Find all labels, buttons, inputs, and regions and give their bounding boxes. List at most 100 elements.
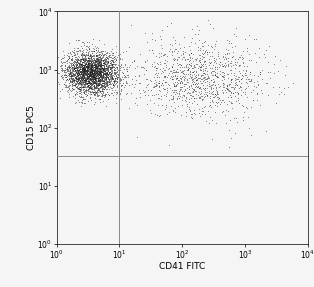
Point [186,84,191,89]
Point [96,77,101,82]
Point [224,87,229,92]
Point [98,63,103,67]
Point [58,64,63,68]
Point [106,72,111,77]
Point [107,51,112,55]
Point [142,72,147,77]
Point [61,81,66,86]
Point [86,80,91,85]
Point [85,78,90,83]
Point [81,65,86,70]
Point [213,42,218,47]
Point [75,83,80,87]
Point [86,67,91,71]
Point [112,70,117,74]
Point [168,69,173,73]
Point [118,78,123,82]
Point [70,86,75,91]
Point [286,85,291,89]
Point [100,94,105,98]
Point [187,59,192,64]
Point [71,72,76,76]
Point [105,69,110,73]
Point [98,73,103,77]
Point [191,82,196,87]
Point [84,63,89,67]
Point [91,69,96,73]
Point [110,69,115,74]
Point [105,68,110,72]
Point [138,95,143,99]
Point [73,52,78,56]
Point [77,63,82,67]
Point [203,77,208,82]
Point [144,39,149,44]
Point [101,90,106,94]
Point [105,66,110,70]
Point [85,63,90,68]
Point [72,53,77,57]
Point [105,82,110,86]
Point [81,70,86,74]
Point [106,79,111,84]
Point [199,97,204,102]
Point [96,71,101,76]
Point [68,69,73,74]
Point [100,63,105,68]
Point [91,75,96,79]
Point [74,80,79,85]
Point [92,63,97,67]
Point [89,70,94,75]
Point [105,50,110,54]
Point [92,91,97,95]
Point [83,79,88,83]
Point [187,66,192,70]
Point [201,55,206,60]
Point [97,55,102,59]
Point [83,68,88,73]
Point [64,59,69,63]
Point [208,90,213,95]
Point [86,77,91,82]
Point [65,73,70,77]
Point [143,77,148,82]
Point [86,80,91,85]
Point [97,75,102,79]
Point [110,50,115,55]
Point [99,80,104,85]
Point [89,92,94,96]
Point [98,97,103,102]
Point [102,69,107,73]
Point [188,63,193,68]
Point [75,73,80,78]
Point [117,78,122,83]
Point [54,75,59,79]
Point [97,89,102,93]
Point [150,62,155,67]
Point [102,72,107,76]
Point [93,83,98,87]
Point [170,65,175,69]
Point [95,77,100,81]
Point [61,59,66,64]
Point [160,80,165,85]
Point [70,62,75,67]
Point [118,96,123,101]
Point [171,90,176,94]
Point [234,60,239,64]
Point [100,79,106,83]
Point [99,63,104,68]
Point [77,80,82,85]
Point [100,67,106,72]
Point [84,59,89,63]
Point [79,79,84,84]
Point [235,77,240,82]
Point [88,72,93,76]
Point [187,76,192,80]
Point [71,76,76,80]
Point [73,49,78,53]
Point [122,83,127,88]
Point [82,62,87,67]
Point [174,76,179,81]
Point [92,66,97,70]
